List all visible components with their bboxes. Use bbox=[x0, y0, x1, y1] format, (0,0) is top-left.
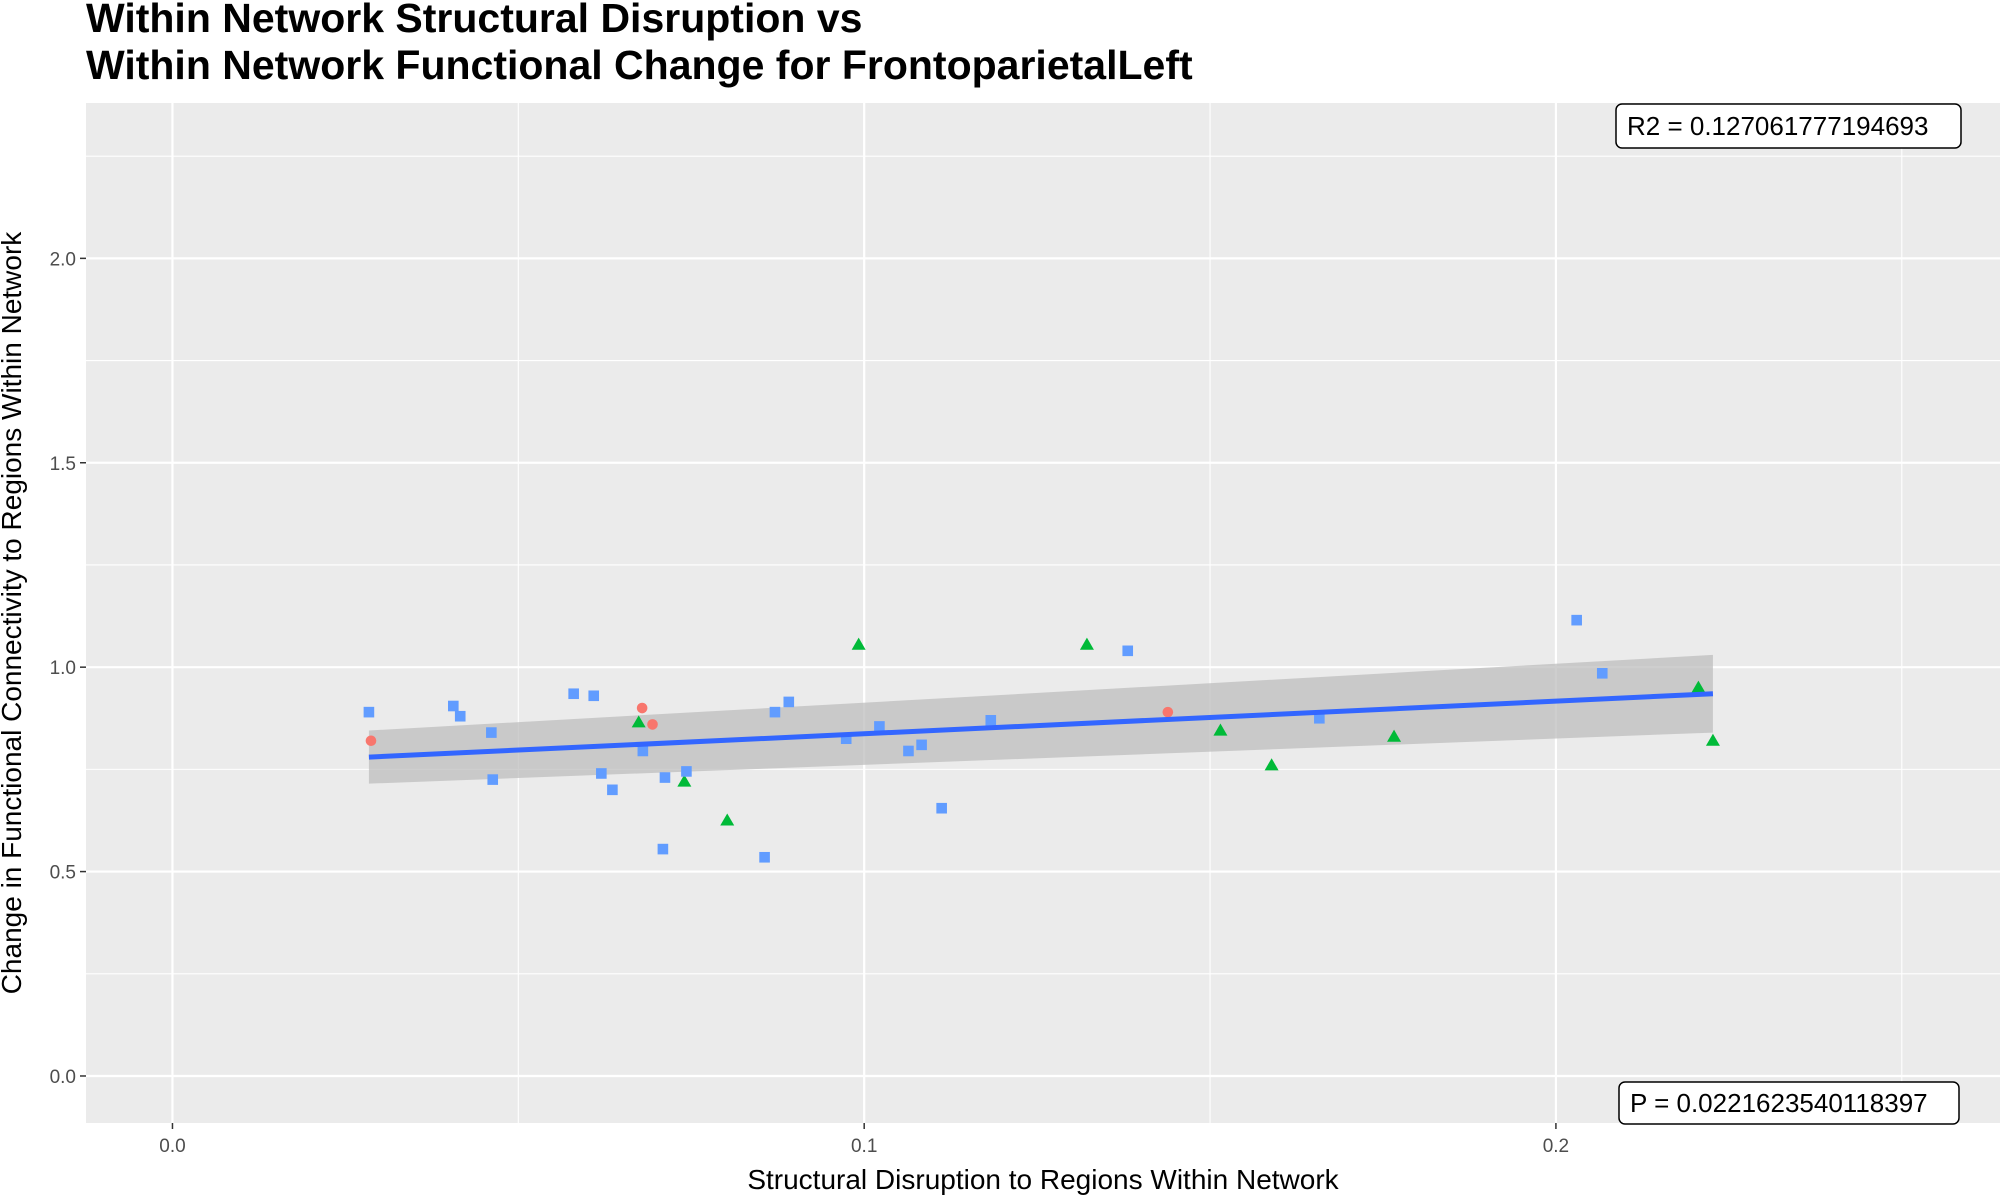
data-point-square bbox=[596, 768, 607, 779]
data-point-circle bbox=[647, 719, 658, 730]
y-tick-label: 1.5 bbox=[50, 454, 76, 475]
data-point-triangle bbox=[1387, 729, 1402, 742]
data-point-square bbox=[607, 784, 618, 796]
data-point-square bbox=[637, 745, 649, 757]
chart-title-line-1: Within Network Structural Disruption vs bbox=[86, 0, 862, 41]
data-point-triangle bbox=[677, 774, 692, 787]
x-axis-title: Structural Disruption to Regions Within … bbox=[747, 1164, 1339, 1195]
data-point-square bbox=[568, 688, 579, 700]
data-point-square bbox=[783, 696, 795, 708]
regression-line-layer bbox=[368, 691, 1714, 760]
x-tick-label: 0.2 bbox=[1543, 1136, 1569, 1157]
data-point-triangle bbox=[1691, 680, 1706, 693]
data-point-square bbox=[486, 727, 497, 738]
r2-annotation: R2 = 0.127061777194693 bbox=[1615, 103, 1962, 149]
data-point-square bbox=[657, 843, 669, 855]
data-point-triangle bbox=[1213, 723, 1228, 736]
data-point-square bbox=[588, 690, 600, 702]
x-tick-label: 0.0 bbox=[159, 1136, 185, 1157]
data-point-square bbox=[1571, 614, 1582, 626]
data-point-triangle bbox=[631, 715, 646, 728]
data-point-square bbox=[454, 710, 466, 722]
data-point-triangle bbox=[720, 813, 735, 826]
p-annotation: P = 0.0221623540118397 bbox=[1618, 1081, 1960, 1125]
data-point-circle bbox=[365, 735, 377, 747]
confidence-band-layer bbox=[368, 654, 1713, 784]
data-point-square bbox=[759, 851, 770, 863]
data-point-triangle bbox=[1079, 637, 1094, 650]
data-point-square bbox=[1596, 668, 1608, 679]
r2-annotation-box bbox=[1615, 103, 1962, 149]
data-point-square bbox=[936, 802, 947, 814]
data-point-square bbox=[363, 706, 375, 718]
data-point-square bbox=[903, 745, 914, 757]
regression-line bbox=[368, 691, 1714, 760]
axis-ticks-layer: 0.0 0.1 0.2 0.0 0.5 1.0 1.5 2.0 bbox=[50, 249, 1570, 1157]
data-point-triangle bbox=[851, 637, 866, 650]
data-point-square bbox=[769, 706, 781, 718]
plot-panel bbox=[86, 103, 2000, 1123]
r2-annotation-text: R2 = 0.127061777194693 bbox=[1627, 111, 1928, 141]
data-points-layer bbox=[363, 614, 1720, 863]
data-point-circle bbox=[1162, 706, 1174, 718]
data-point-square bbox=[659, 772, 671, 783]
data-point-square bbox=[487, 774, 499, 785]
x-tick-label: 0.1 bbox=[851, 1136, 877, 1157]
y-tick-label: 0.0 bbox=[50, 1067, 76, 1088]
data-point-square bbox=[448, 700, 459, 712]
chart-title-line-2: Within Network Functional Change for Fro… bbox=[86, 42, 1193, 88]
y-tick-label: 2.0 bbox=[50, 249, 76, 270]
data-point-square bbox=[681, 766, 692, 777]
p-annotation-box bbox=[1618, 1081, 1960, 1125]
data-point-square bbox=[916, 739, 927, 751]
data-point-square bbox=[1122, 645, 1134, 657]
data-point-triangle bbox=[1264, 758, 1279, 771]
p-annotation-text: P = 0.0221623540118397 bbox=[1630, 1088, 1928, 1118]
data-point-square bbox=[874, 721, 885, 732]
data-point-triangle bbox=[1705, 733, 1720, 746]
y-tick-label: 1.0 bbox=[50, 658, 76, 679]
confidence-band bbox=[368, 654, 1713, 784]
data-point-square bbox=[985, 715, 997, 726]
data-point-circle bbox=[636, 702, 648, 714]
data-point-square bbox=[1314, 712, 1325, 724]
data-point-square bbox=[840, 733, 852, 745]
y-axis-title: Change in Functional Connectivity to Reg… bbox=[0, 231, 27, 995]
y-tick-label: 0.5 bbox=[50, 863, 76, 884]
